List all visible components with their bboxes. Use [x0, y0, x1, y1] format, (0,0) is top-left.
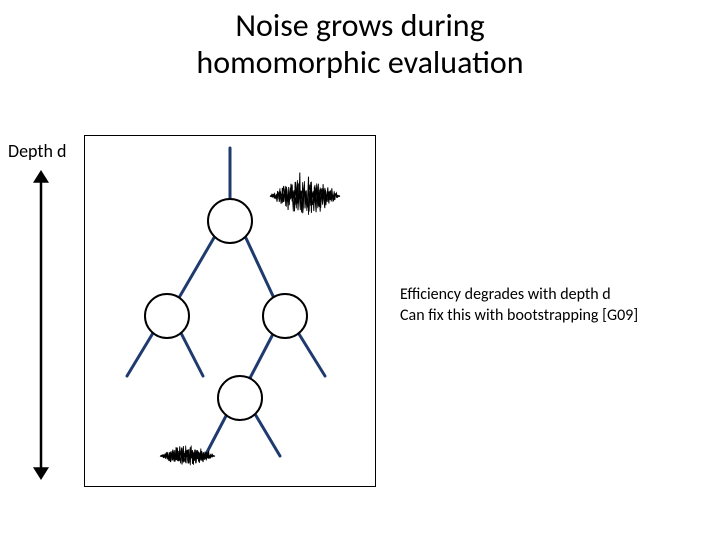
title-line-1: Noise grows during — [235, 6, 484, 45]
slide-title: Noise grows during homomorphic evaluatio… — [0, 0, 720, 82]
side-text-line-2: Can fix this with bootstrapping [G09] — [400, 306, 638, 327]
depth-arrow — [32, 170, 50, 480]
side-text-line-1: Efficiency degrades with depth d — [400, 285, 638, 306]
title-line-2: homomorphic evaluation — [196, 43, 523, 82]
depth-label: Depth d — [8, 140, 66, 162]
circuit-diagram-box — [84, 135, 376, 487]
side-text-block: Efficiency degrades with depth d Can fix… — [400, 285, 638, 327]
